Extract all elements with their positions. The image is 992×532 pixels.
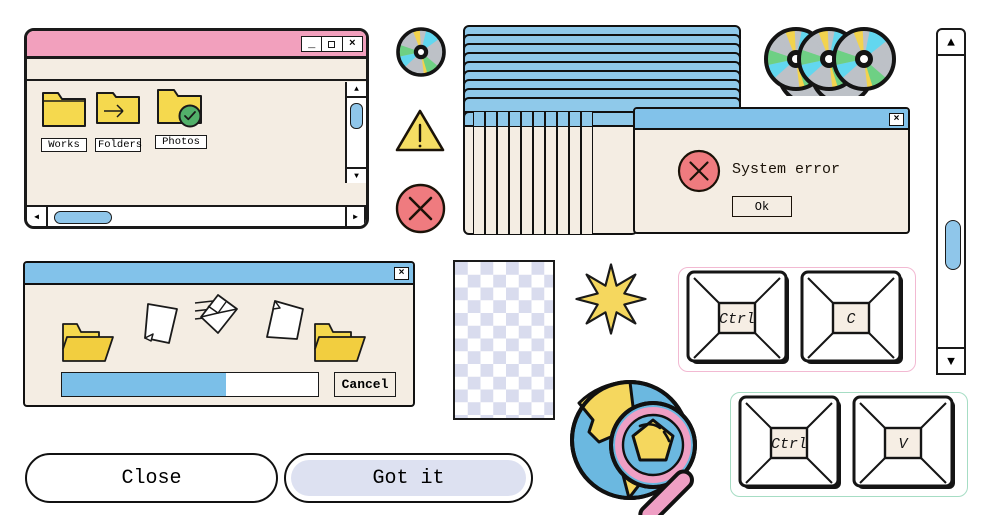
svg-text:Ctrl: Ctrl [719, 311, 755, 328]
svg-text:Ctrl: Ctrl [771, 436, 807, 453]
svg-text:C: C [846, 311, 855, 328]
